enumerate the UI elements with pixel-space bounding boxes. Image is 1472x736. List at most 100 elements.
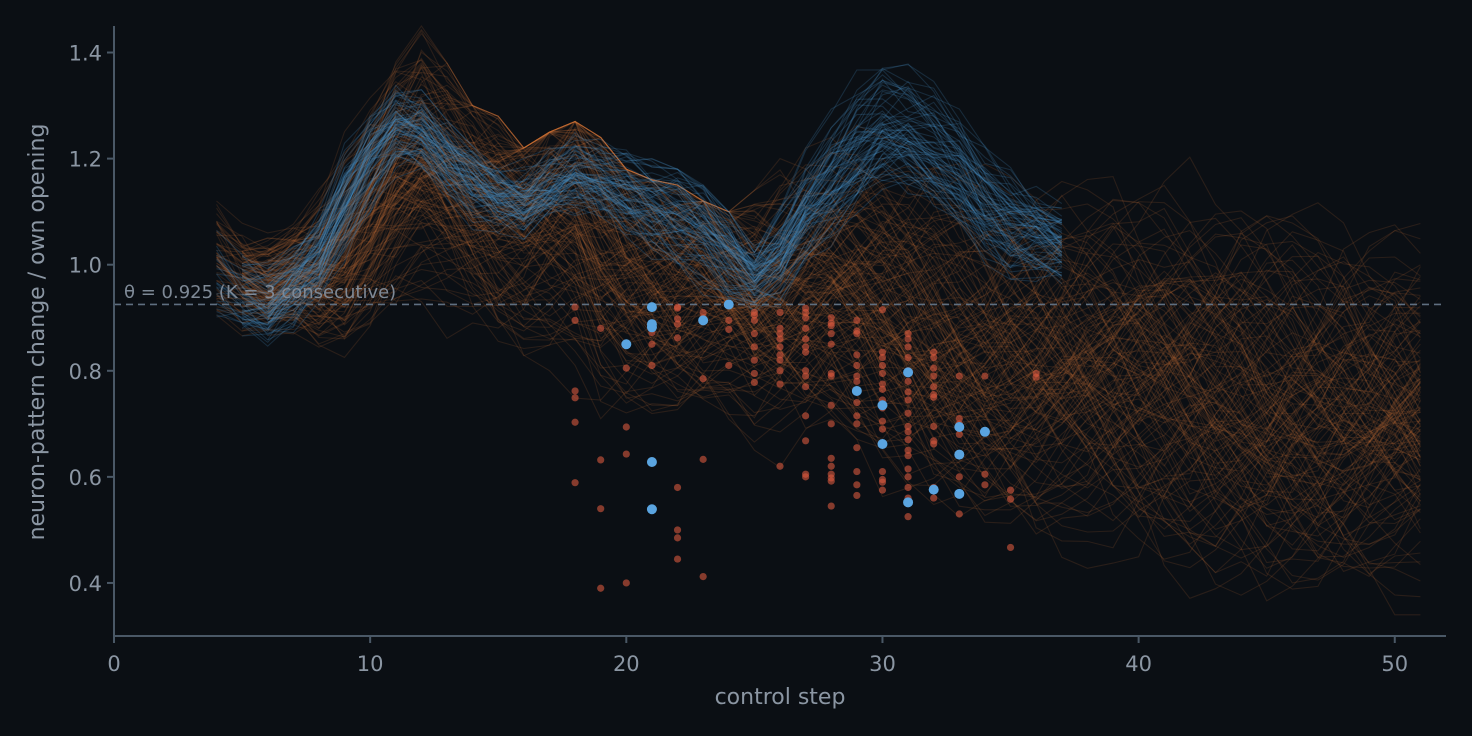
trace-orange-line [241, 167, 1421, 485]
trace-blue-line [267, 123, 1062, 331]
orange-point [981, 481, 989, 489]
axes: 0 10 20 30 40 50 0.4 0.6 0.8 1.0 1.2 1.4 [69, 26, 1446, 676]
trace-blue-line [241, 125, 1062, 330]
orange-point [853, 491, 861, 500]
trace-orange-line [267, 135, 1421, 488]
orange-point [750, 378, 758, 387]
orange-point [802, 335, 810, 343]
trace-blue-line [267, 110, 1063, 311]
orange-point [904, 422, 912, 431]
orange-point [776, 356, 784, 364]
orange-point [904, 436, 912, 444]
trace-orange-line [216, 121, 1421, 467]
orange-point [827, 477, 835, 485]
trace-orange-line [241, 116, 1421, 408]
trace-blue-line [216, 106, 1063, 314]
trace-orange-line [216, 141, 1421, 546]
trace-orange-line [216, 199, 1421, 501]
trace-orange-line [216, 180, 1421, 547]
blue-point [877, 438, 888, 449]
x-tick-label: 50 [1381, 652, 1408, 676]
trace-blue-line [241, 84, 1063, 322]
trace-orange-line [216, 120, 1421, 465]
trace-blue-line [267, 112, 1063, 341]
trace-blue-line [241, 121, 1063, 313]
x-tick-label: 40 [1125, 652, 1152, 676]
orange-point [1032, 373, 1040, 381]
trace-orange-line [216, 120, 1421, 461]
trace-orange-line [267, 132, 1421, 493]
orange-point [571, 387, 579, 395]
y-tick-label: 0.4 [69, 572, 102, 596]
trace-orange-line [267, 32, 1421, 378]
trace-orange-line [216, 28, 1421, 413]
orange-point [673, 526, 682, 534]
orange-point [571, 303, 579, 311]
trace-orange-line [216, 156, 1421, 599]
trace-orange-line [267, 62, 1421, 464]
orange-point [776, 308, 784, 317]
orange-point [827, 340, 835, 348]
trace-orange-line [267, 181, 1421, 531]
trace-orange-line [241, 173, 1421, 527]
trace-orange-line [241, 155, 1421, 573]
orange-point [853, 481, 861, 489]
trace-orange-line [216, 156, 1421, 477]
orange-point [904, 335, 912, 343]
trace-orange-line [242, 70, 1421, 378]
trace-orange-line [241, 49, 1421, 464]
trace-blue-line [242, 111, 1063, 312]
trace-blue-line [216, 89, 1063, 295]
trace-orange-line [242, 120, 1421, 433]
trace-orange-line [216, 120, 1421, 491]
trace-orange-line [241, 225, 1421, 545]
orange-point [673, 320, 682, 328]
trace-blue-line [241, 150, 1062, 347]
trace-orange-line [267, 65, 1421, 452]
orange-point [802, 437, 810, 445]
orange-point [904, 330, 912, 338]
orange-point [827, 322, 835, 330]
trace-blue-line [242, 99, 1063, 321]
orange-point [827, 420, 835, 428]
orange-point [725, 361, 733, 370]
orange-point [597, 584, 605, 592]
orange-point [853, 420, 861, 428]
orange-point [853, 444, 861, 452]
trace-orange-line [241, 178, 1421, 537]
trace-blue-line [216, 91, 1062, 319]
trace-orange-line [267, 63, 1421, 393]
trace-blue-line [267, 79, 1062, 269]
orange-point [878, 361, 887, 370]
trace-orange-line [216, 202, 1421, 578]
trace-orange-line [216, 66, 1421, 495]
y-tick-label: 0.8 [69, 360, 102, 384]
orange-point [802, 348, 810, 356]
trace-blue-line [242, 64, 1062, 280]
trace-blue-line [216, 78, 1063, 288]
orange-point [904, 473, 912, 481]
trace-blue-line [216, 104, 1063, 310]
trace-orange-line [216, 173, 1421, 566]
orange-point [699, 572, 707, 581]
orange-point [1006, 543, 1015, 552]
orange-point [878, 425, 887, 433]
orange-point [904, 388, 912, 396]
orange-point [904, 513, 912, 521]
trace-orange-line [267, 90, 1421, 398]
trace-orange-line [267, 111, 1421, 424]
orange-point [878, 306, 887, 314]
orange-point [802, 383, 810, 391]
orange-point [597, 456, 605, 464]
x-tick-label: 30 [869, 652, 896, 676]
orange-point [673, 483, 682, 492]
orange-point [648, 361, 656, 370]
orange-point [673, 534, 682, 542]
orange-point [878, 380, 887, 388]
trace-blue-line [216, 147, 1063, 324]
trace-orange-line [216, 105, 1421, 393]
trace-orange-line [267, 64, 1421, 509]
orange-point [776, 324, 784, 332]
orange-point [827, 502, 835, 510]
